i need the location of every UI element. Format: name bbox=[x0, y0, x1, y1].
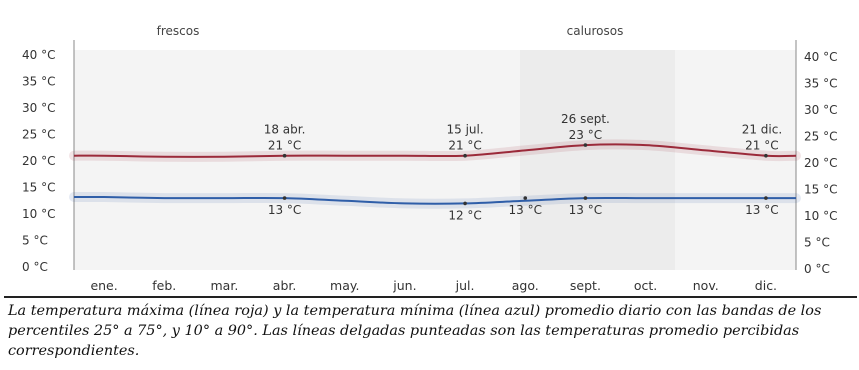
x-tick-label: feb. bbox=[152, 278, 176, 293]
y-tick-label-right: 25 °C bbox=[804, 130, 837, 144]
y-tick-label-right: 30 °C bbox=[804, 103, 837, 117]
series-line-min bbox=[73, 195, 796, 205]
x-tick-label: abr. bbox=[273, 278, 297, 293]
x-tick-label: jul. bbox=[455, 278, 475, 293]
y-tick-label-left: 15 °C bbox=[22, 181, 55, 195]
annotation-point bbox=[282, 153, 287, 158]
x-tick-label: ene. bbox=[90, 278, 117, 293]
y-tick-label-right: 10 °C bbox=[804, 209, 837, 223]
y-tick-label-left: 5 °C bbox=[22, 234, 48, 248]
x-tick-label: nov. bbox=[693, 278, 719, 293]
chart-caption: La temperatura máxima (línea roja) y la … bbox=[4, 296, 857, 368]
annotation-date: 26 sept. bbox=[561, 112, 610, 126]
season-band-label: frescos bbox=[157, 24, 200, 38]
y-tick-label-right: 15 °C bbox=[804, 183, 837, 197]
y-tick-label-right: 20 °C bbox=[804, 156, 837, 170]
annotation-value: 13 °C bbox=[745, 203, 778, 217]
season-band-label: calurosos bbox=[567, 24, 624, 38]
y-tick-label-right: 0 °C bbox=[804, 262, 830, 276]
x-tick-label: jun. bbox=[392, 278, 416, 293]
annotation-value: 21 °C bbox=[745, 139, 778, 153]
y-tick-label-left: 0 °C bbox=[22, 260, 48, 274]
y-tick-label-left: 35 °C bbox=[22, 75, 55, 89]
y-tick-label-left: 30 °C bbox=[22, 101, 55, 115]
annotation-point bbox=[523, 196, 528, 200]
annotation-point bbox=[463, 201, 467, 206]
x-tick-label: ago. bbox=[512, 278, 539, 293]
warm-band-background bbox=[520, 50, 675, 270]
y-tick-label-right: 35 °C bbox=[804, 77, 837, 91]
x-tick-label: mar. bbox=[211, 278, 239, 293]
annotation-value: 21 °C bbox=[268, 139, 301, 153]
x-tick-label: sept. bbox=[570, 278, 601, 293]
annotation-value: 21 °C bbox=[448, 139, 481, 153]
annotation-value: 12 °C bbox=[448, 208, 481, 222]
annotation-point bbox=[282, 196, 287, 200]
y-tick-label-left: 25 °C bbox=[22, 128, 55, 142]
y-tick-label-left: 10 °C bbox=[22, 207, 55, 221]
annotation-point bbox=[764, 196, 768, 200]
series-line-max bbox=[73, 143, 797, 158]
annotation-value: 13 °C bbox=[509, 203, 542, 217]
x-tick-label: dic. bbox=[755, 278, 777, 293]
y-tick-label-right: 40 °C bbox=[804, 50, 837, 64]
annotation-date: 21 dic. bbox=[742, 123, 782, 137]
annotation-point bbox=[583, 196, 588, 200]
y-tick-label-left: 40 °C bbox=[22, 48, 55, 62]
annotation-point bbox=[583, 143, 588, 147]
annotation-value: 13 °C bbox=[268, 203, 301, 217]
annotation-point bbox=[463, 153, 467, 158]
x-tick-label: may. bbox=[330, 278, 359, 293]
annotation-date: 15 jul. bbox=[446, 123, 483, 137]
annotation-value: 23 °C bbox=[569, 128, 602, 142]
temperature-chart: frescos calurosos 0 °C 0 °C 5 °C 5 °C 10 °C 10… bbox=[22, 24, 837, 293]
annotation-date: 18 abr. bbox=[264, 123, 306, 137]
plot-background bbox=[74, 50, 796, 270]
y-tick-label-right: 5 °C bbox=[804, 236, 830, 250]
x-tick-label: oct. bbox=[634, 278, 657, 293]
y-tick-label-left: 20 °C bbox=[22, 154, 55, 168]
annotation-value: 13 °C bbox=[569, 203, 602, 217]
annotation-point bbox=[764, 153, 768, 158]
